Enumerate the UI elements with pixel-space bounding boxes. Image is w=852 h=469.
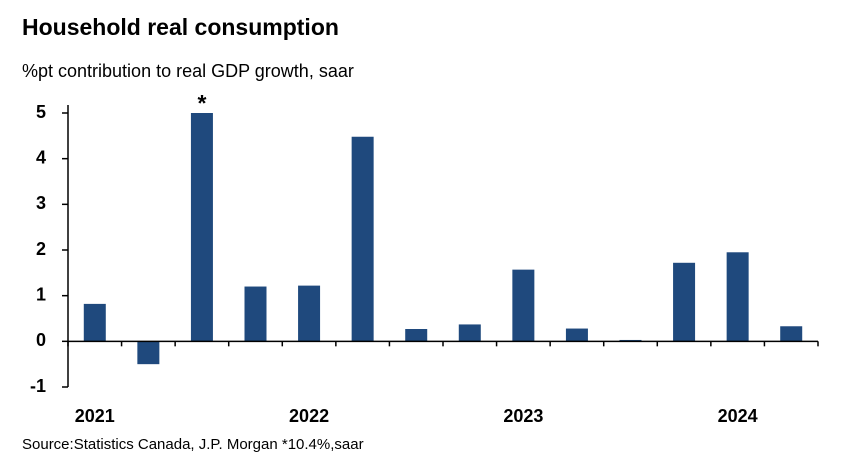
y-tick-label: 2 [36,239,46,259]
bar [565,328,588,342]
bar [244,286,267,342]
y-tick-label: 5 [36,102,46,122]
bar [673,262,696,342]
bar [405,329,428,342]
bar [458,324,481,342]
y-tick-label: -1 [30,376,46,396]
y-tick-label: 4 [36,147,46,167]
bar [83,303,106,342]
bar [190,113,213,342]
bar [512,269,535,342]
x-tick-label: 2023 [503,406,543,426]
plot-area [83,113,803,365]
annotation: * [197,90,206,116]
chart-title: Household real consumption [22,14,339,40]
bar [298,285,321,342]
y-tick-label: 1 [36,284,46,304]
bar [780,326,803,342]
bar [351,136,374,342]
x-tick-label: 2021 [75,406,115,426]
y-tick-label: 0 [36,330,46,350]
x-tick-label: 2022 [289,406,329,426]
bar [137,341,160,365]
x-tick-label: 2024 [718,406,758,426]
bar [726,252,749,342]
y-tick-label: 3 [36,193,46,213]
source-note: Source:Statistics Canada, J.P. Morgan *1… [22,436,364,453]
chart-subtitle: %pt contribution to real GDP growth, saa… [22,61,354,81]
